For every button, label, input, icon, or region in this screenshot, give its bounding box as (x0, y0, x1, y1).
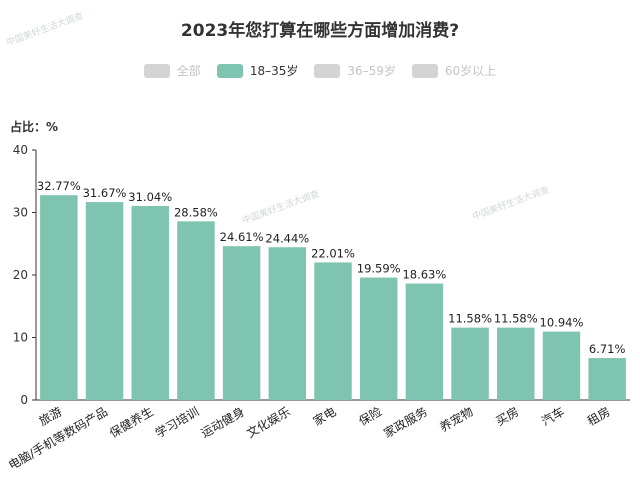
x-tick-label: 学习培训 (152, 404, 201, 441)
legend-item-18-35[interactable]: 18–35岁 (216, 62, 299, 79)
x-tick-label: 运动健身 (198, 404, 247, 441)
legend-swatch (143, 63, 170, 78)
y-tick-label: 10 (13, 331, 28, 345)
data-label: 24.44% (265, 231, 309, 245)
y-axis-label: 占比：% (10, 120, 59, 134)
data-label: 11.58% (494, 312, 538, 326)
bar (405, 283, 444, 400)
x-tick-label: 旅游 (37, 404, 65, 428)
data-label: 11.58% (448, 312, 492, 326)
legend-label: 18–35岁 (249, 64, 299, 78)
data-label: 10.94% (540, 316, 584, 330)
y-tick-label: 0 (20, 393, 28, 407)
bar (542, 331, 581, 400)
bar (268, 247, 307, 400)
legend-swatch (314, 63, 341, 78)
bar (177, 221, 215, 400)
bar (588, 358, 626, 400)
bar (497, 327, 535, 400)
data-label: 31.04% (128, 190, 172, 204)
y-tick-label: 30 (13, 206, 28, 220)
legend-label: 36–59岁 (347, 64, 396, 78)
legend: 全部 18–35岁 36–59岁 60岁以上 (0, 62, 640, 79)
legend-item-60-plus[interactable]: 60岁以上 (411, 62, 497, 79)
bar (85, 202, 124, 400)
data-label: 32.77% (37, 179, 81, 193)
x-tick-label: 保险 (356, 404, 384, 429)
bar (451, 327, 489, 400)
x-tick-label: 租房 (584, 404, 612, 429)
data-label: 6.71% (589, 342, 626, 356)
bar (40, 195, 78, 400)
legend-swatch (216, 63, 243, 78)
data-label: 18.63% (402, 268, 446, 282)
chart-title: 2023年您打算在哪些方面增加消费? (180, 21, 460, 41)
x-tick-label: 家电 (310, 404, 338, 429)
x-tick-label: 保健养生 (107, 404, 156, 441)
bar (314, 262, 352, 400)
x-tick-label: 家政服务 (381, 404, 430, 441)
data-label: 31.67% (83, 186, 127, 200)
legend-label: 60岁以上 (444, 64, 497, 78)
bar (359, 277, 398, 400)
legend-item-36-59[interactable]: 36–59岁 (314, 62, 396, 79)
legend-label: 全部 (176, 64, 201, 78)
y-tick-label: 20 (13, 268, 28, 282)
data-label: 22.01% (311, 246, 355, 260)
x-tick-label: 文化娱乐 (244, 404, 293, 441)
x-tick-label: 汽车 (539, 404, 567, 429)
x-tick-label: 养宠物 (437, 404, 476, 435)
legend-swatch (411, 63, 438, 78)
x-tick-label: 买房 (493, 404, 521, 429)
data-label: 19.59% (357, 262, 401, 276)
y-tick-label: 40 (13, 143, 28, 157)
data-label: 24.61% (220, 230, 264, 244)
bar (131, 206, 169, 400)
legend-item-all[interactable]: 全部 (143, 62, 201, 79)
bar (222, 246, 261, 400)
data-label: 28.58% (174, 205, 218, 219)
